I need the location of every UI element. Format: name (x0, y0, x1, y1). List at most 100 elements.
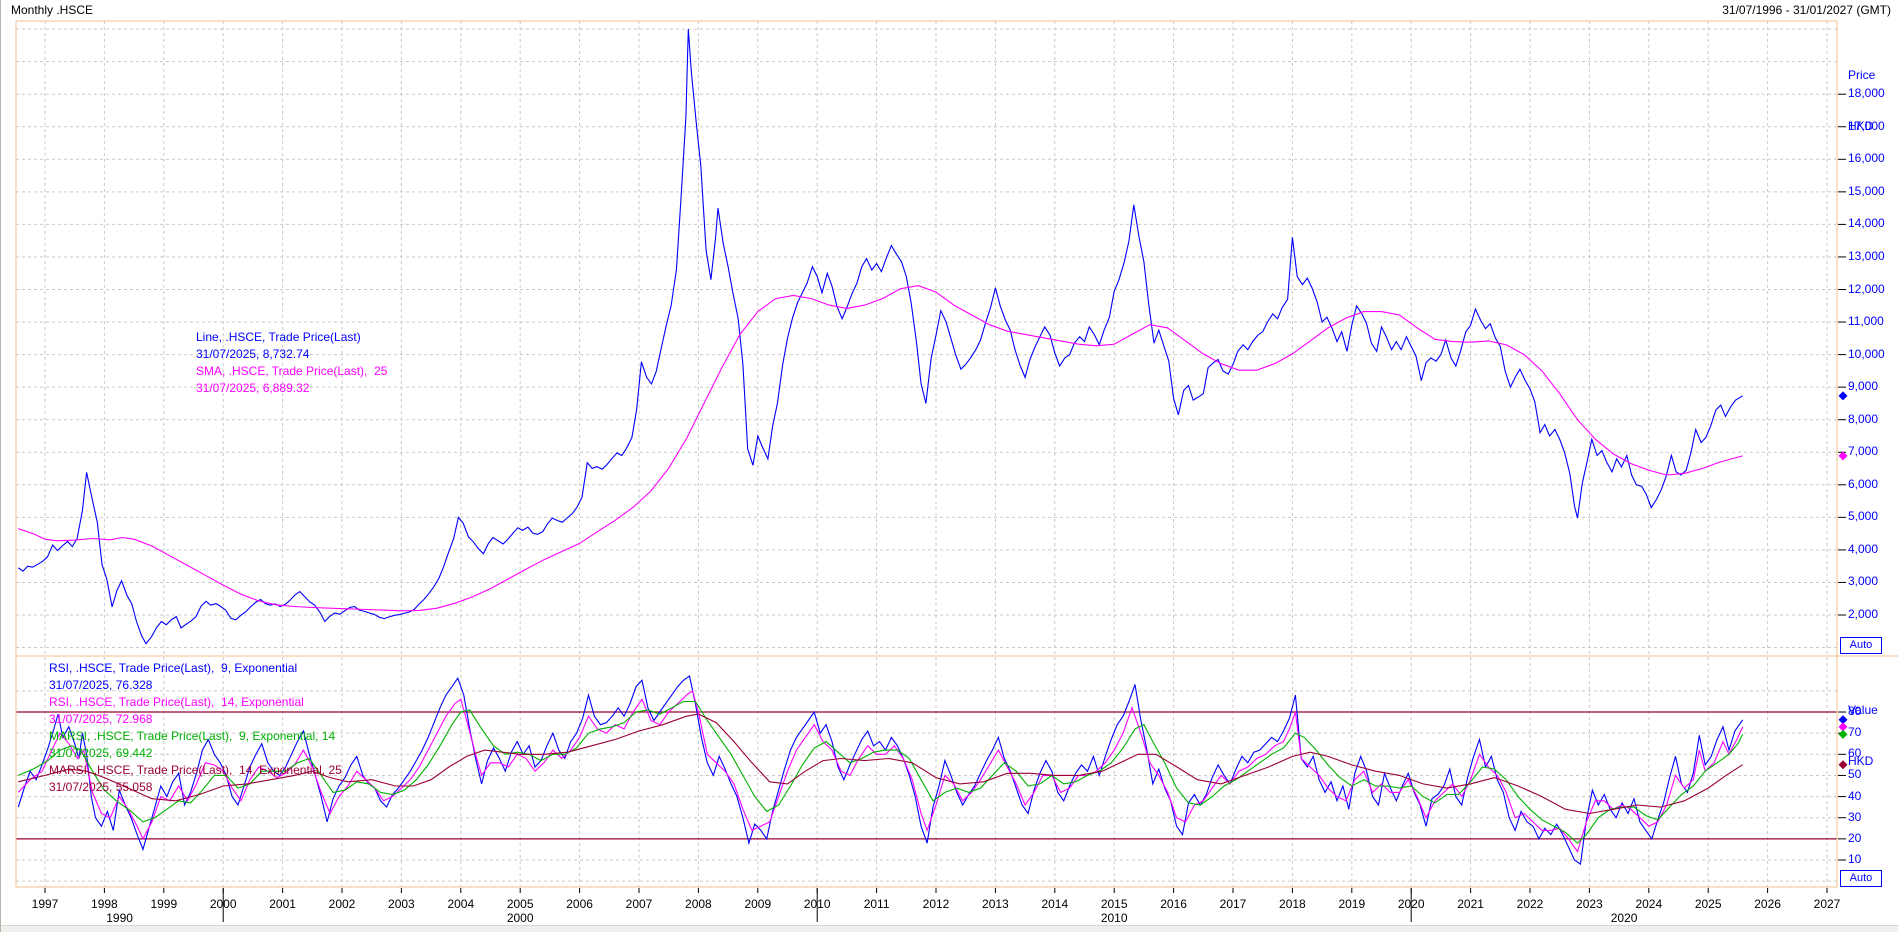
legend-marsi14-line[interactable]: MARSI, .HSCE, Trade Price(Last), 14, Exp… (49, 763, 342, 777)
last-value-markers (1838, 391, 1848, 770)
year-tick-label: 2017 (1219, 897, 1247, 911)
legend-rsi14-line[interactable]: RSI, .HSCE, Trade Price(Last), 14, Expon… (49, 695, 304, 709)
year-tick-label: 2005 (506, 897, 534, 911)
year-tick-label: 2016 (1160, 897, 1187, 911)
last-value-diamond-icon (1838, 760, 1848, 770)
price-tick-label: 18,000 (1848, 86, 1885, 101)
year-tick-label: 2007 (625, 897, 653, 911)
year-tick-label: 2015 (1100, 897, 1128, 911)
year-tick-label: 1997 (31, 897, 59, 911)
legend-sma-line[interactable]: SMA, .HSCE, Trade Price(Last), 25 (196, 364, 388, 378)
lower-panel-legend: RSI, .HSCE, Trade Price(Last), 9, Expone… (49, 660, 342, 796)
lower-auto-scale-button[interactable]: Auto (1840, 870, 1882, 887)
value-tick-label: 30 (1848, 809, 1862, 824)
horizontal-scrollbar[interactable] (1, 925, 1898, 932)
legend-sma-value[interactable]: 31/07/2025, 6,889.32 (196, 381, 310, 395)
main-series-sma-25 (18, 285, 1743, 612)
year-tick-label: 2013 (982, 897, 1009, 911)
main-auto-scale-button[interactable]: Auto (1840, 637, 1882, 654)
year-tick-label: 2022 (1516, 897, 1544, 911)
lower-series-marsi-14-exponential-25 (18, 713, 1743, 815)
legend-rsi9-value[interactable]: 31/07/2025, 76.328 (49, 678, 153, 692)
lower-series-rsi-14-exponential (17, 690, 1744, 853)
price-tick-label: 10,000 (1848, 346, 1885, 361)
last-value-diamond-icon (1838, 715, 1848, 725)
year-tick-label: 2018 (1279, 897, 1306, 911)
last-value-diamond-icon (1838, 391, 1848, 401)
panel-frames (15, 20, 1898, 888)
price-tick-label: 15,000 (1848, 183, 1885, 198)
year-tick-label: 1998 (91, 897, 118, 911)
legend-price-line[interactable]: Line, .HSCE, Trade Price(Last) (196, 330, 361, 344)
year-tick-label: 2023 (1576, 897, 1603, 911)
price-tick-label: 6,000 (1848, 476, 1879, 491)
price-tick-label: 3,000 (1848, 574, 1879, 589)
year-tick-label: 2021 (1457, 897, 1484, 911)
axis-tick-marks (44, 93, 1846, 922)
value-tick-label: 60 (1848, 746, 1862, 761)
price-tick-label: 17,000 (1848, 118, 1885, 133)
decade-label: 1990 (106, 911, 133, 925)
legend-rsi14-value[interactable]: 31/07/2025, 72.968 (49, 712, 153, 726)
year-tick-label: 2001 (269, 897, 296, 911)
price-tick-label: 11,000 (1848, 314, 1884, 329)
rsi-band-lines (16, 711, 1837, 840)
last-value-diamond-icon (1838, 729, 1848, 739)
price-tick-label: 9,000 (1848, 379, 1879, 394)
year-tick-label: 2003 (388, 897, 415, 911)
legend-marsi14-value[interactable]: 31/07/2025, 55.058 (49, 780, 153, 794)
decade-label: 2020 (1610, 911, 1638, 925)
value-tick-label: 80 (1848, 704, 1862, 719)
price-tick-label: 4,000 (1848, 541, 1879, 556)
year-tick-label: 2011 (863, 897, 890, 911)
price-tick-label: 8,000 (1848, 411, 1879, 426)
grid-lines (16, 21, 1837, 887)
value-axis-title-line2: HKD (1848, 754, 1874, 768)
legend-rsi9-line[interactable]: RSI, .HSCE, Trade Price(Last), 9, Expone… (49, 661, 298, 675)
price-tick-label: 7,000 (1848, 444, 1879, 459)
year-tick-label: 2024 (1635, 897, 1663, 911)
price-tick-label: 2,000 (1848, 607, 1879, 621)
year-tick-label: 2010 (803, 897, 831, 911)
year-tick-label: 2026 (1754, 897, 1781, 911)
year-tick-label: 2008 (685, 897, 712, 911)
last-value-diamond-icon (1838, 451, 1848, 461)
last-value-diamond-icon (1838, 722, 1848, 732)
price-tick-label: 12,000 (1848, 281, 1885, 296)
year-tick-label: 2025 (1694, 897, 1722, 911)
value-axis-title: Value HKD (1848, 668, 1878, 804)
year-tick-label: 2019 (1338, 897, 1366, 911)
value-tick-label: 40 (1848, 788, 1862, 803)
price-tick-label: 5,000 (1848, 509, 1879, 524)
value-tick-label: 50 (1848, 767, 1862, 782)
main-series-trade-price-last- (17, 29, 1743, 645)
decade-label: 2000 (506, 911, 534, 925)
year-tick-label: 2020 (1397, 897, 1425, 911)
price-tick-label: 13,000 (1848, 248, 1885, 263)
date-range-label: 31/07/1996 - 31/01/2027 (GMT) (1722, 3, 1891, 17)
lower-series-rsi-9-exponential (17, 675, 1744, 866)
legend-marsi9-line[interactable]: MARSI, .HSCE, Trade Price(Last), 9, Expo… (49, 729, 336, 743)
price-axis-title-line1: Price (1848, 68, 1876, 82)
legend-marsi9-value[interactable]: 31/07/2025, 69.442 (49, 746, 153, 760)
year-tick-label: 2009 (744, 897, 772, 911)
price-tick-label: 14,000 (1848, 216, 1885, 231)
year-tick-label: 2004 (447, 897, 475, 911)
year-tick-label: 2000 (209, 897, 237, 911)
legend-price-value[interactable]: 31/07/2025, 8,732.74 (196, 347, 310, 361)
price-axis-title-line2: HKD (1848, 119, 1874, 133)
year-tick-label: 2012 (922, 897, 950, 911)
value-tick-label: 10 (1848, 852, 1862, 866)
lower-series-marsi-9-exponential-14 (18, 700, 1744, 844)
year-tick-label: 2006 (566, 897, 593, 911)
value-tick-label: 70 (1848, 725, 1862, 740)
chart-title: Monthly .HSCE (11, 3, 94, 17)
year-tick-label: 1999 (150, 897, 178, 911)
price-tick-label: 16,000 (1848, 151, 1885, 166)
year-tick-label: 2014 (1041, 897, 1069, 911)
price-axis-title: Price HKD (1848, 33, 1875, 169)
value-tick-label: 20 (1848, 830, 1862, 845)
year-tick-label: 2002 (328, 897, 356, 911)
